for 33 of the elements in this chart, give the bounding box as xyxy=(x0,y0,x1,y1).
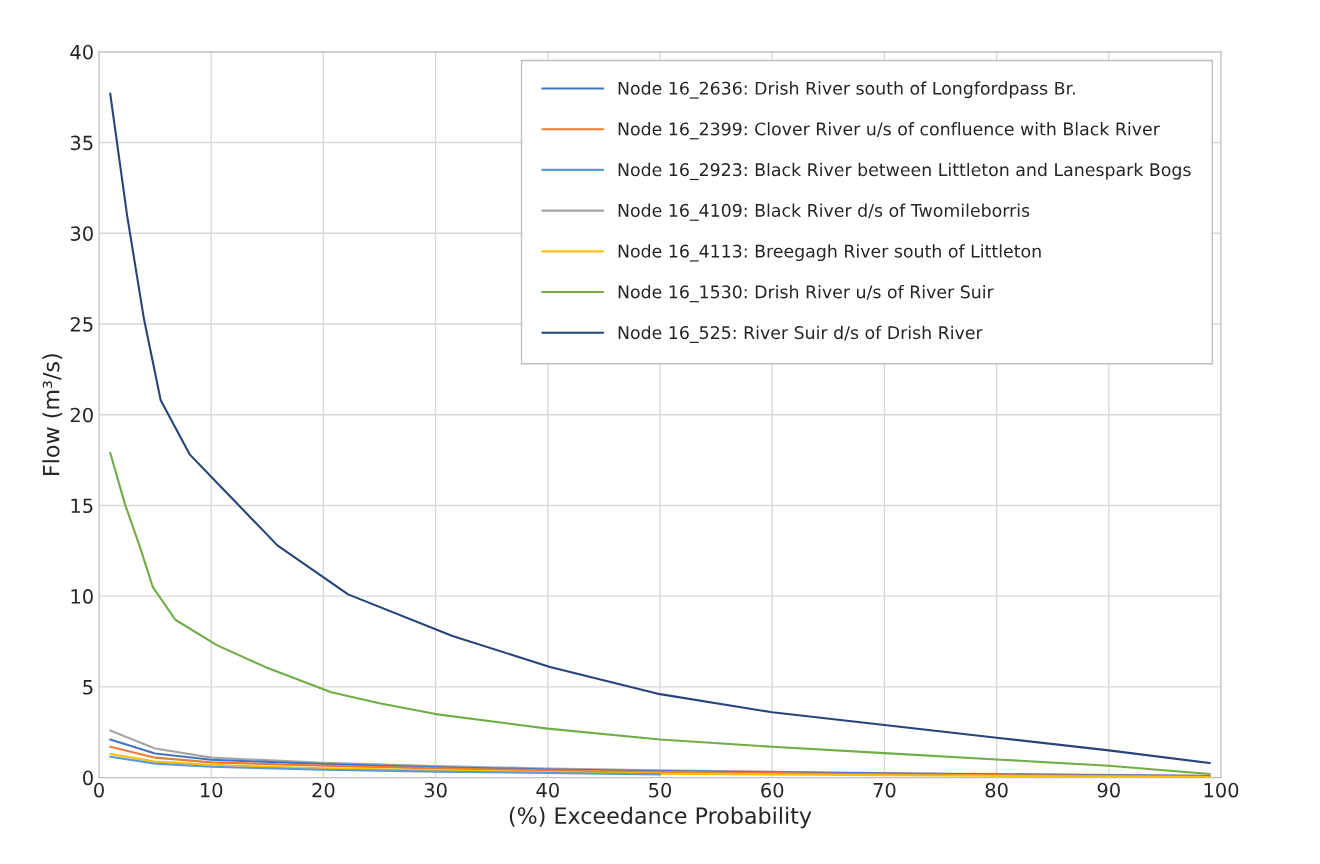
y-tick-label: 5 xyxy=(83,680,93,695)
y-tick-label: 20 xyxy=(70,407,93,423)
y-tick-label: 10 xyxy=(71,589,93,604)
y-tick-label: 40 xyxy=(70,44,93,60)
x-tick-label: 30 xyxy=(424,782,447,798)
legend-label: Node 16_4109: Black River d/s of Twomileborris xyxy=(618,203,1030,221)
x-tick-label: 0 xyxy=(94,782,104,798)
legend-label: Node 16_1530: Drish River u/s of River Suir xyxy=(618,284,994,303)
line-series xyxy=(109,745,1211,778)
x-tick-label: 10 xyxy=(200,782,223,798)
y-tick-label: 0 xyxy=(83,770,93,786)
line-series xyxy=(109,451,1211,776)
x-tick-label: 40 xyxy=(536,782,559,798)
x-tick-label: 80 xyxy=(985,782,1008,798)
x-axis-title: (%) Exceedance Probability xyxy=(509,806,812,829)
line-series xyxy=(109,752,1211,778)
x-tick-label: 70 xyxy=(873,782,896,798)
legend-label: Node 16_525: River Suir d/s of Drish River xyxy=(618,325,983,343)
x-tick-label: 90 xyxy=(1097,782,1120,798)
legend-label: Node 16_2636: Drish River south of Longfordpass Br. xyxy=(618,81,1075,99)
y-tick-label: 25 xyxy=(70,316,93,332)
legend-label: Node 16_2399: Clover River u/s of confluence with Black River xyxy=(618,122,1160,140)
x-tick-label: 20 xyxy=(312,782,335,798)
y-tick-label: 30 xyxy=(70,226,93,241)
legend-label: Node 16_2923: Black River between Littleton and Lanespark Bogs xyxy=(618,162,1191,181)
y-tick-label: 35 xyxy=(70,135,93,151)
line-series xyxy=(109,755,662,776)
x-tick-label: 60 xyxy=(761,782,784,798)
x-tick-label: 100 xyxy=(1204,782,1239,798)
x-tick-label: 50 xyxy=(649,782,672,798)
y-axis-title: Flow (m³/s) xyxy=(42,354,63,475)
legend-label: Node 16_4113: Breegagh River south of Littleton xyxy=(618,244,1041,262)
y-tick-label: 15 xyxy=(71,498,93,514)
